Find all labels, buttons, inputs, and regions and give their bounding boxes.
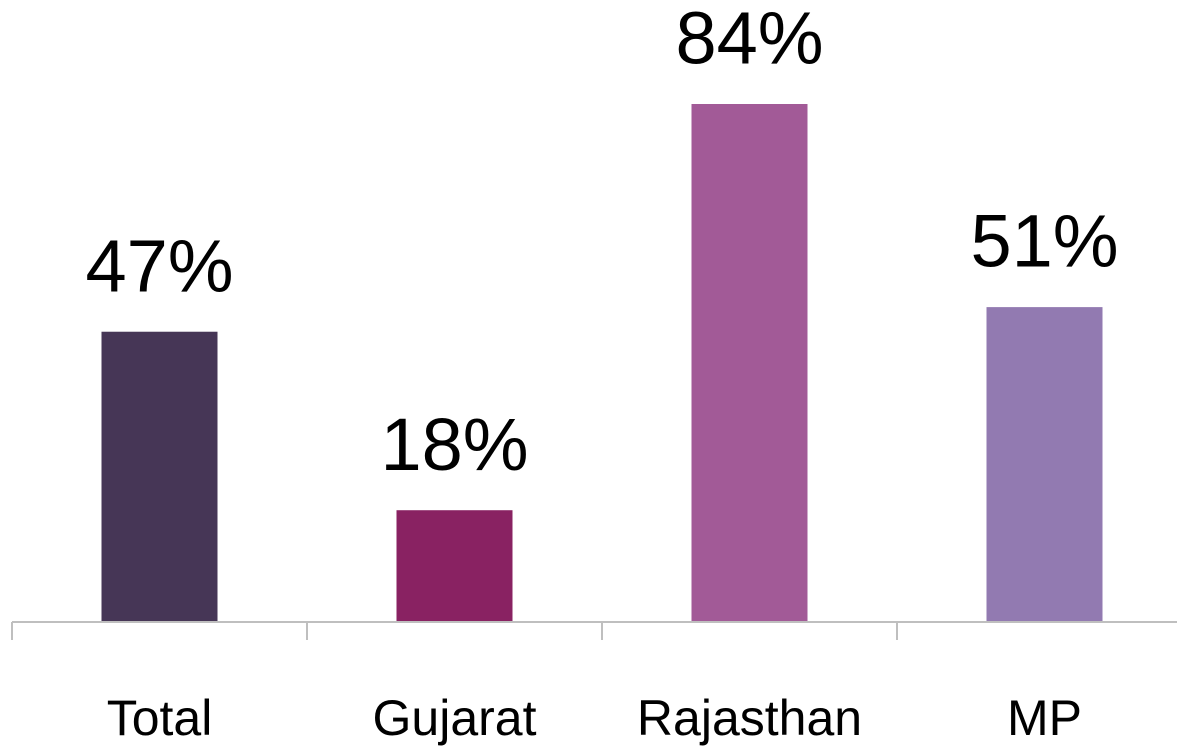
- x-tick-label: Rajasthan: [637, 690, 862, 746]
- data-label: 84%: [675, 0, 823, 80]
- x-tick-label: MP: [1007, 690, 1082, 746]
- data-label: 51%: [970, 200, 1118, 283]
- data-label: 18%: [380, 403, 528, 486]
- bar: [691, 104, 808, 621]
- x-tick-label: Total: [107, 690, 213, 746]
- bar: [396, 510, 513, 621]
- data-label: 47%: [85, 224, 233, 307]
- bar: [101, 331, 218, 621]
- x-tick-label: Gujarat: [373, 690, 537, 746]
- bar: [986, 307, 1103, 621]
